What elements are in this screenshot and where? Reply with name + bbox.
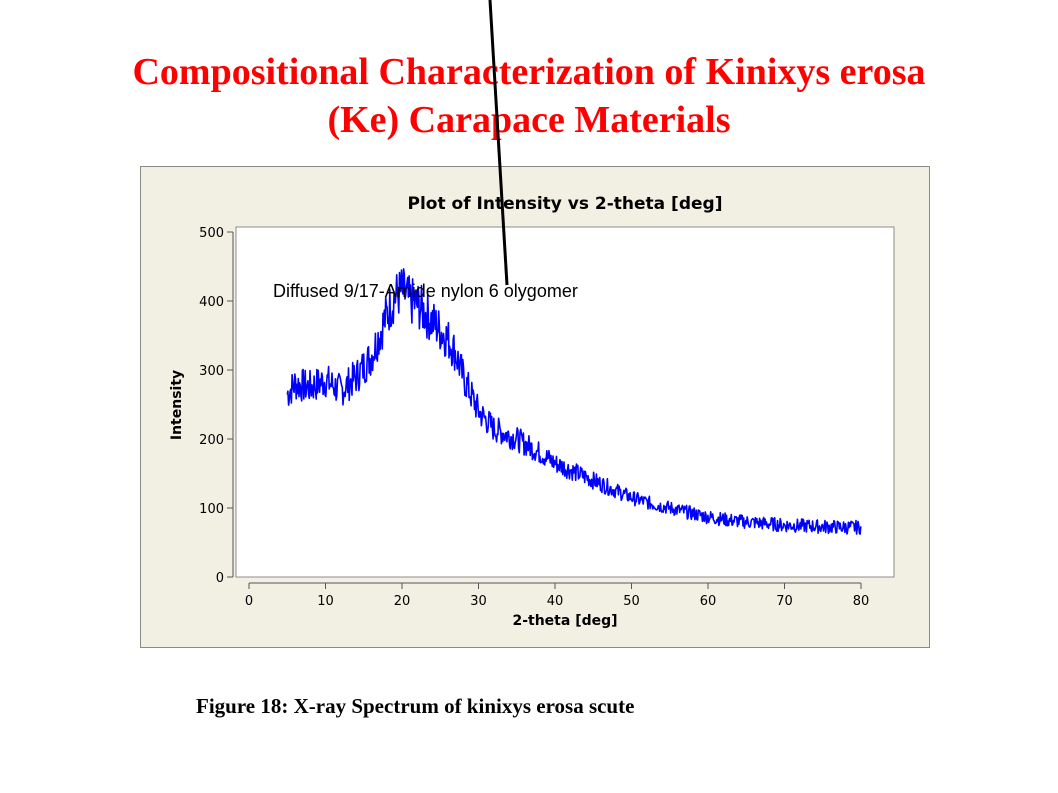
figure-caption: Figure 18: X-ray Spectrum of kinixys ero… [196, 694, 635, 718]
x-tick-label: 0 [245, 594, 253, 609]
chart-panel: Plot of Intensity vs 2-theta [deg] 2-the… [140, 166, 930, 648]
y-tick-label: 400 [199, 295, 224, 310]
x-tick-label: 60 [700, 594, 717, 609]
x-tick-label: 10 [317, 594, 334, 609]
y-tick-label: 200 [199, 433, 224, 448]
y-tick-label: 100 [199, 502, 224, 517]
intensity-series-line [286, 268, 862, 535]
x-axis-label: 2-theta [deg] [512, 613, 617, 629]
x-tick-label: 40 [547, 594, 564, 609]
chart-title: Plot of Intensity vs 2-theta [deg] [408, 194, 723, 214]
y-tick-label: 300 [199, 364, 224, 379]
series-line-group [286, 268, 862, 535]
y-axis-label: Intensity [169, 370, 185, 440]
y-tick-label: 0 [216, 571, 224, 586]
slide-title: Compositional Characterization of Kinixy… [0, 48, 1058, 144]
slide-title-line-2: (Ke) Carapace Materials [327, 99, 731, 141]
axes: 0 100 200 300 400 500 0 10 20 30 40 50 60 70 80 [199, 226, 869, 609]
x-tick-label: 70 [776, 594, 793, 609]
plot-area [235, 226, 895, 578]
x-tick-label: 30 [470, 594, 487, 609]
peak-annotation: Diffused 9/17-Amide nylon 6 olygomer [273, 281, 578, 301]
x-tick-label: 80 [853, 594, 870, 609]
xrd-chart: Plot of Intensity vs 2-theta [deg] 2-the… [169, 194, 895, 629]
slide-title-line-1: Compositional Characterization of Kinixy… [132, 51, 926, 93]
x-tick-label: 50 [623, 594, 640, 609]
y-tick-label: 500 [199, 226, 224, 241]
x-tick-label: 20 [394, 594, 411, 609]
